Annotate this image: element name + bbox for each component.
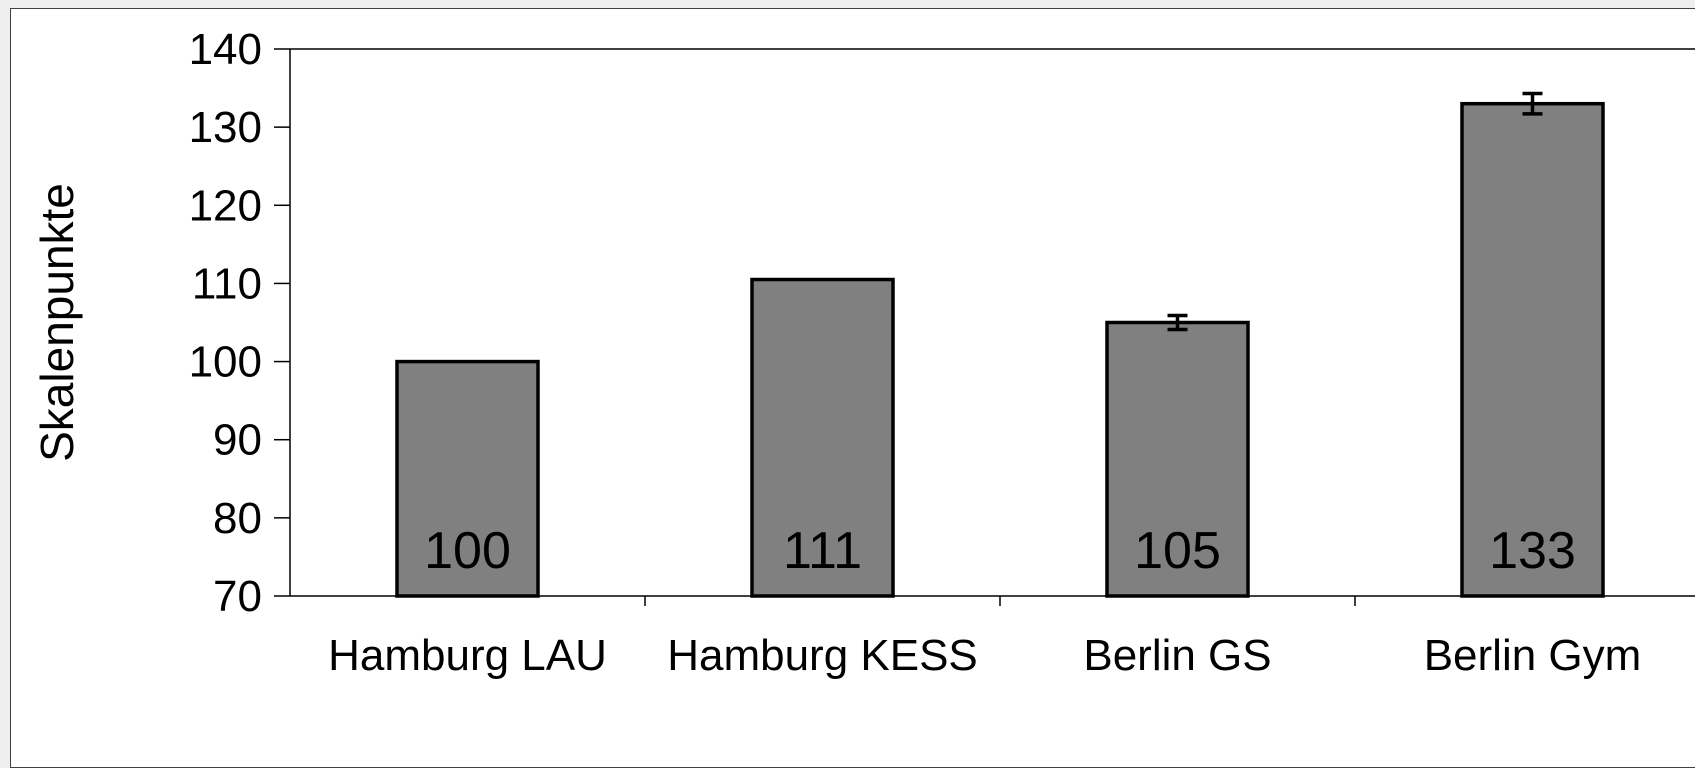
bar-data-label: 111 xyxy=(783,522,862,580)
bar xyxy=(395,359,540,598)
y-tick-label: 80 xyxy=(213,494,262,543)
y-tick-label: 130 xyxy=(189,103,262,152)
y-tick-label: 110 xyxy=(192,259,262,308)
y-tick-label: 70 xyxy=(213,572,262,621)
y-axis-title: Skalenpunkte xyxy=(31,183,83,462)
y-tick-label: 100 xyxy=(189,338,262,387)
y-tick-label: 90 xyxy=(213,416,262,465)
bar-data-label: 133 xyxy=(1489,522,1576,580)
y-tick-label: 140 xyxy=(189,25,262,74)
x-category-label: Berlin Gym xyxy=(1424,631,1642,680)
x-category-label: Hamburg LAU xyxy=(328,631,607,680)
y-tick-label: 120 xyxy=(189,181,262,230)
error-bar xyxy=(1167,313,1188,332)
x-category-label: Hamburg KESS xyxy=(667,631,978,680)
x-axis: Hamburg LAU Hamburg KESS Berlin GS Berlin G… xyxy=(290,595,1695,680)
error-bar xyxy=(1522,91,1543,116)
x-category-label: Berlin GS xyxy=(1083,631,1271,680)
bar-data-label: 100 xyxy=(424,522,511,580)
y-axis: 70 80 90 100 110 120 130 140 xyxy=(189,25,1695,621)
bar xyxy=(1105,320,1250,598)
bar xyxy=(750,277,895,598)
data-labels: 100 111 105 133 xyxy=(424,522,1576,580)
bars xyxy=(395,91,1605,598)
bar xyxy=(1460,101,1605,598)
bar-data-label: 105 xyxy=(1134,522,1221,580)
